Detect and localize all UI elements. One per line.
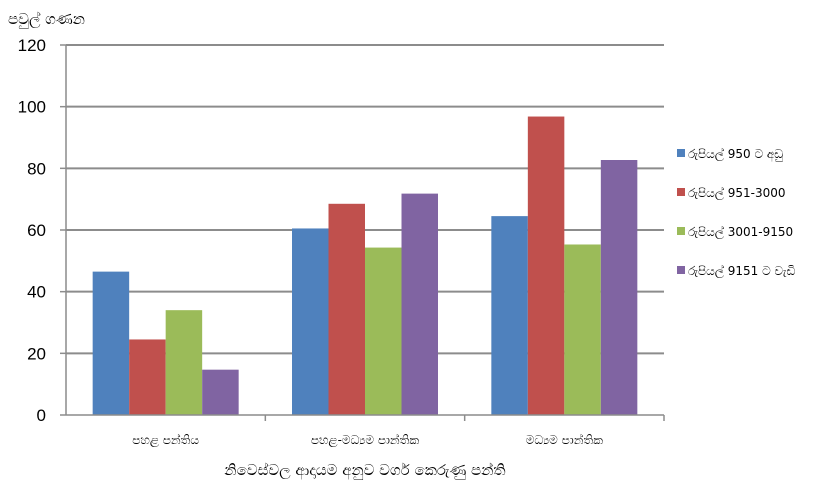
- y-tick-label: 60: [27, 221, 46, 240]
- bar: [165, 310, 203, 415]
- legend-swatch: [677, 227, 685, 235]
- bar: [564, 244, 601, 415]
- y-tick-label: 80: [27, 159, 46, 178]
- bar: [328, 203, 365, 415]
- x-category-label: පහළ පන්තිය: [132, 433, 199, 448]
- x-axis-title: නිවෙස්වල ආදායම අනුව වර්ග කෙරුණු පන්ති: [224, 461, 505, 480]
- x-category-label: පහළ-මධ්‍යම පාන්තික: [311, 433, 420, 448]
- legend-label: රුපියල් 950 ට අඩු: [688, 147, 783, 162]
- y-tick-label: 40: [27, 283, 46, 302]
- bar: [491, 216, 528, 415]
- legend-swatch: [677, 149, 685, 157]
- y-axis-ticks: 0 20 40 60 80 100 120: [18, 36, 46, 425]
- legend-swatch: [677, 188, 685, 196]
- bar: [527, 116, 565, 416]
- y-tick-label: 0: [37, 406, 46, 425]
- y-tick-label: 120: [18, 36, 46, 55]
- legend-label: රුපියල් 9151 ට වැඩි: [688, 264, 796, 279]
- bar: [401, 193, 438, 415]
- legend-label: රුපියල් 951-3000: [688, 186, 786, 201]
- x-category-label: මධ්‍යම පාන්තික: [526, 433, 603, 447]
- x-axis-categories: පහළ පන්තිය පහළ-මධ්‍යම පාන්තික මධ්‍යම පාන්ත…: [132, 433, 603, 448]
- legend-swatch: [677, 266, 685, 274]
- axes: [60, 44, 665, 421]
- y-tick-label: 100: [18, 98, 46, 117]
- legend-label: රුපියල් 3001-9150: [688, 225, 793, 240]
- bars: [92, 116, 638, 416]
- bar: [92, 271, 130, 415]
- bar: [600, 160, 638, 415]
- bar: [292, 228, 329, 415]
- y-axis-title: පවුල් ගණන: [8, 10, 85, 29]
- bar: [365, 247, 402, 415]
- legend: රුපියල් 950 ට අඩු රුපියල් 951-3000 රුපියල්…: [677, 147, 796, 279]
- bar: [129, 339, 166, 415]
- bar: [202, 369, 239, 415]
- y-tick-label: 20: [27, 344, 46, 363]
